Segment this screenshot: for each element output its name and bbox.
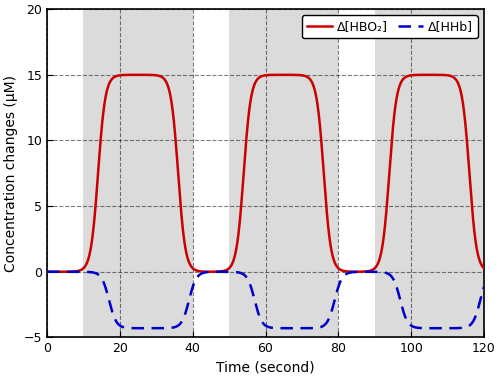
Δ[HHb] — [468, 322, 473, 327]
Δ[HHb] — [231, 270, 237, 274]
Δ[HHb] — [252, 298, 258, 302]
Y-axis label: Concentration changes (μM): Concentration changes (μM) — [4, 75, 18, 272]
Δ[HBO₂] — [468, 188, 473, 192]
Δ[HBO₂] — [44, 269, 50, 274]
Legend: Δ[HBO₂], Δ[HHb]: Δ[HBO₂], Δ[HHb] — [302, 16, 478, 38]
Δ[HBO₂] — [228, 264, 234, 269]
Δ[HHb] — [481, 285, 487, 289]
Δ[HBO₂] — [280, 72, 286, 77]
Bar — [374, 9, 484, 337]
Bar — [229, 9, 338, 337]
Line: Δ[HHb]: Δ[HHb] — [47, 272, 484, 328]
Δ[HHb] — [228, 269, 234, 274]
Δ[HHb] — [44, 269, 50, 274]
Δ[HBO₂] — [446, 73, 452, 78]
Δ[HHb] — [362, 269, 368, 274]
Δ[HBO₂] — [252, 82, 258, 86]
Δ[HBO₂] — [231, 256, 237, 261]
Δ[HBO₂] — [362, 269, 368, 274]
Δ[HHb] — [292, 326, 298, 330]
Bar — [84, 9, 192, 337]
Δ[HHb] — [446, 326, 452, 330]
X-axis label: Time (second): Time (second) — [216, 361, 315, 375]
Line: Δ[HBO₂]: Δ[HBO₂] — [47, 75, 484, 272]
Δ[HBO₂] — [481, 266, 487, 271]
